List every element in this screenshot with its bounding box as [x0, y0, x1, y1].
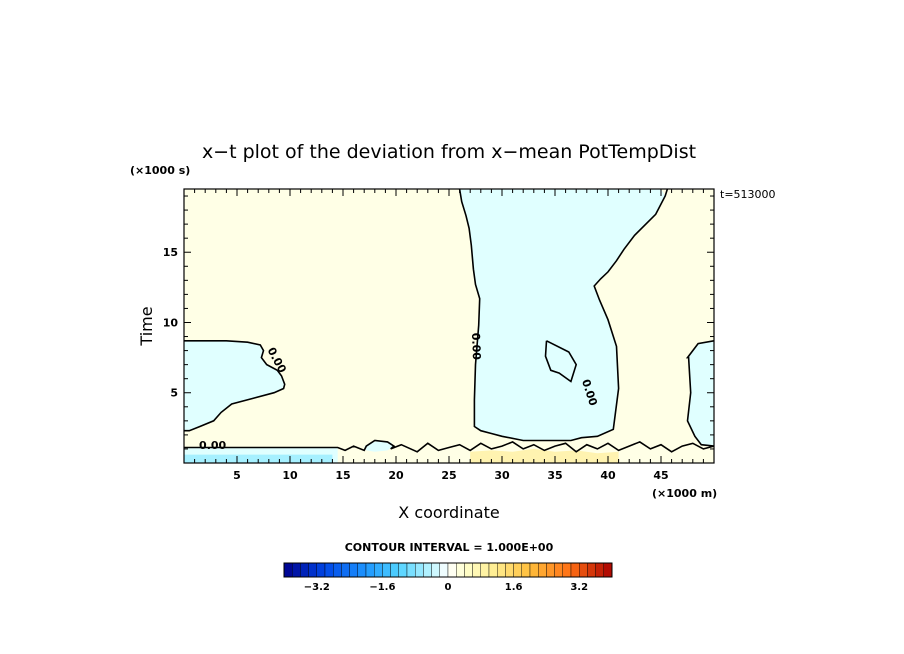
y-tick-label: 5 — [170, 387, 178, 400]
colorbar-cell — [529, 562, 539, 578]
colorbar-cell — [423, 562, 432, 578]
colorbar-cell — [382, 562, 391, 578]
colorbar-cell — [579, 562, 588, 578]
colorbar-cell — [554, 562, 563, 578]
negative-region-1 — [459, 189, 666, 441]
colorbar-cell — [521, 562, 531, 578]
contour-lines — [184, 189, 714, 453]
y-unit-label: (×1000 s) — [130, 164, 190, 177]
colorbar-cell — [431, 562, 441, 578]
colorbar-tick-label: 1.6 — [505, 582, 523, 593]
colorbar-cell — [562, 562, 572, 578]
x-tick-label: 45 — [653, 469, 668, 482]
x-tick-label: 40 — [600, 469, 616, 482]
colorbar-ticks: −3.2 −1.6 0 1.6 3.2 — [304, 582, 588, 593]
colorbar-cell — [398, 562, 408, 578]
contour-line-4 — [184, 439, 714, 453]
colorbar-frame — [283, 562, 613, 578]
strong-negative-strip — [184, 454, 333, 463]
chart-title: x−t plot of the deviation from x−mean Po… — [202, 141, 696, 163]
colorbar-cell — [570, 562, 580, 578]
colorbar-cell — [488, 562, 498, 578]
colorbar-cell — [456, 562, 465, 578]
contour-label-1: 0.00 — [469, 333, 483, 361]
negative-region-0 — [184, 340, 285, 431]
colorbar-cell — [357, 562, 367, 578]
colorbar-cell — [308, 562, 318, 578]
colorbar-cell — [505, 562, 514, 578]
colorbar-cell — [406, 562, 416, 578]
colorbar-cell — [472, 562, 482, 578]
colorbar-cell — [341, 562, 350, 578]
colorbar-cell — [292, 562, 301, 578]
positive-band-0 — [470, 448, 619, 463]
colorbar-cell — [283, 562, 293, 578]
colorbar-cell — [595, 562, 604, 578]
contour-label-3: 0.00 — [199, 439, 226, 452]
contour-fills — [184, 189, 714, 463]
colorbar-cell — [300, 562, 309, 578]
colorbar — [283, 562, 613, 578]
x-axis-label: X coordinate — [398, 503, 499, 522]
colorbar-cell — [349, 562, 359, 578]
colorbar-tick-label: 0 — [445, 582, 452, 593]
x-tick-label: 10 — [282, 469, 298, 482]
colorbar-cell — [497, 562, 506, 578]
time-label: t=513000 — [720, 188, 776, 201]
colorbar-cell — [324, 562, 334, 578]
colorbar-tick-label: −1.6 — [369, 582, 395, 593]
colorbar-cell — [587, 562, 596, 578]
x-tick-label: 15 — [335, 469, 350, 482]
colorbar-tick-label: 3.2 — [570, 582, 588, 593]
x-tick-label: 30 — [494, 469, 510, 482]
x-tick-label: 5 — [233, 469, 241, 482]
colorbar-cell — [538, 562, 547, 578]
colorbar-cell — [333, 562, 342, 578]
colorbar-cell — [480, 562, 490, 578]
colorbar-cell — [546, 562, 555, 578]
contour-line-0 — [184, 340, 286, 432]
colorbar-cell — [464, 562, 473, 578]
x-tick-label: 35 — [547, 469, 562, 482]
x-tick-label: 25 — [441, 469, 456, 482]
colorbar-cell — [513, 562, 522, 578]
contour-line-2 — [544, 340, 578, 383]
x-axis-ticks: 5 10 15 20 25 30 35 40 45 — [194, 189, 704, 482]
colorbar-cell — [390, 562, 400, 578]
colorbar-tick-label: −3.2 — [304, 582, 330, 593]
contour-interval-label: CONTOUR INTERVAL = 1.000E+00 — [345, 541, 554, 554]
colorbar-cell — [447, 562, 457, 578]
colorbar-cell — [439, 562, 449, 578]
colorbar-cell — [316, 562, 326, 578]
y-tick-label: 10 — [163, 316, 179, 329]
y-axis-label: Time — [137, 306, 156, 346]
negative-region-5 — [545, 340, 577, 382]
colorbar-cell — [603, 562, 613, 578]
colorbar-cell — [365, 562, 375, 578]
contour-line-1 — [458, 189, 669, 442]
x-tick-label: 20 — [388, 469, 404, 482]
x-unit-label: (×1000 m) — [652, 487, 717, 500]
y-tick-label: 15 — [163, 246, 178, 259]
colorbar-cell — [415, 562, 424, 578]
colorbar-cell — [374, 562, 383, 578]
contour-line-3 — [685, 340, 714, 447]
negative-region-2 — [687, 340, 714, 447]
y-axis-ticks: 5 10 15 — [163, 195, 714, 450]
